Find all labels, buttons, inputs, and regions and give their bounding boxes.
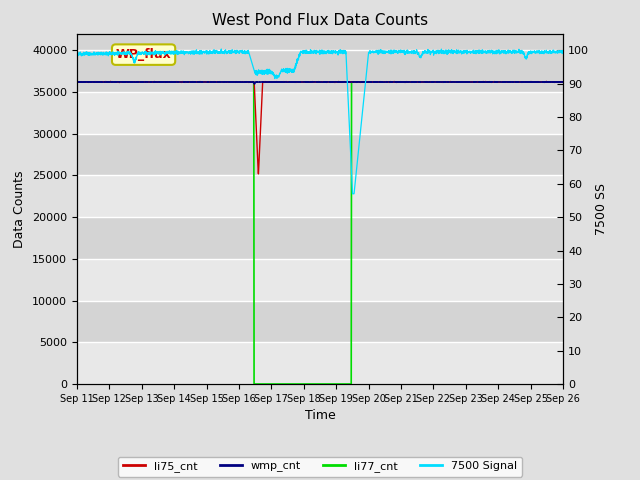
Title: West Pond Flux Data Counts: West Pond Flux Data Counts (212, 13, 428, 28)
Y-axis label: Data Counts: Data Counts (13, 170, 26, 248)
Bar (77, 300, 563, 342)
Bar (77, 92, 563, 134)
Bar (77, 259, 563, 300)
Text: WP_flux: WP_flux (116, 48, 172, 61)
Bar (77, 175, 563, 217)
Bar (77, 342, 563, 384)
Legend: li75_cnt, wmp_cnt, li77_cnt, 7500 Signal: li75_cnt, wmp_cnt, li77_cnt, 7500 Signal (118, 457, 522, 477)
Bar (77, 50, 563, 92)
X-axis label: Time: Time (305, 409, 335, 422)
Y-axis label: 7500 SS: 7500 SS (595, 183, 607, 235)
Bar (77, 217, 563, 259)
Bar (77, 134, 563, 175)
